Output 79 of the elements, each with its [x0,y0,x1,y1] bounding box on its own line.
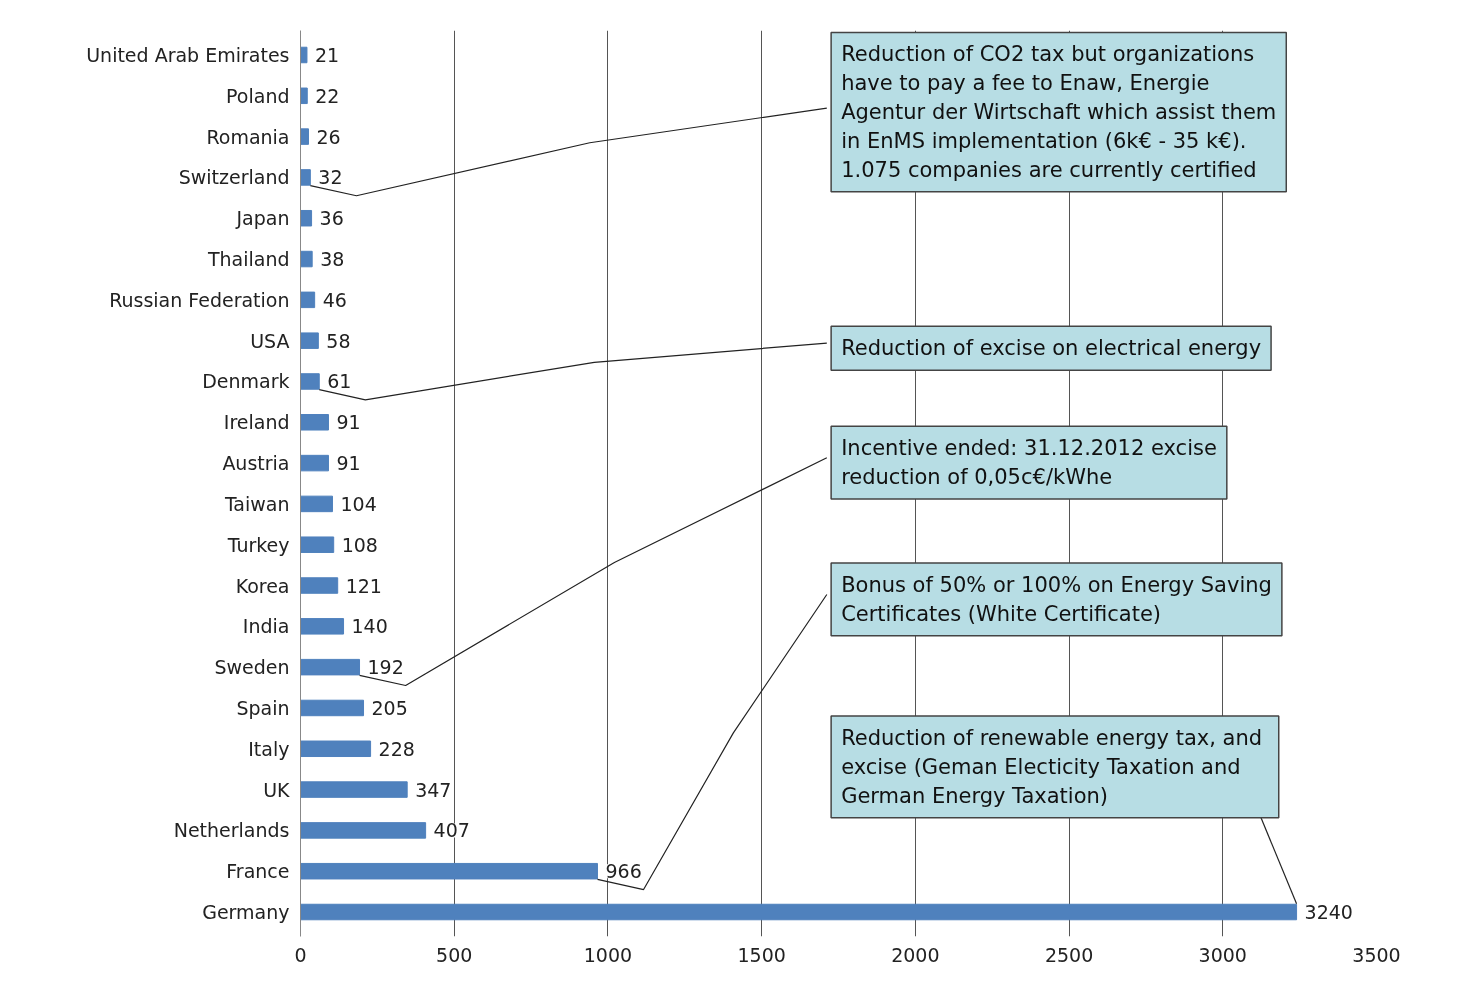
bar [300,209,313,227]
data-label: 228 [378,737,415,760]
bar [300,577,339,594]
data-label: 347 [415,778,452,801]
x-tick-label: 0 [294,943,307,966]
bar [300,414,329,431]
y-tick-label: India [242,615,290,638]
y-tick-label: Sweden [214,656,290,679]
data-label: 966 [605,860,642,883]
y-tick-label: Romania [206,125,290,148]
bar [300,536,335,553]
y-tick-label: Japan [235,207,290,230]
data-label: 121 [345,574,382,597]
annotation: Reduction of renewable energy tax, and excise (Geman Electicity Taxation and German Energy Taxation) [841,726,1263,808]
y-tick-label: Netherlands [173,819,290,842]
data-label: 104 [340,492,377,515]
bar [300,332,319,349]
data-label: 46 [322,288,347,311]
annotation: Bonus of 50% or 100% on Energy Saving Certificates (White Certificate) [841,573,1272,626]
data-label: 91 [336,411,361,434]
bar [300,699,365,717]
y-tick-label: Austria [222,452,290,475]
x-tick-label: 3500 [1352,943,1401,966]
x-tick-label: 1500 [737,943,786,966]
data-label: 21 [314,43,340,66]
data-label: 58 [326,329,351,352]
y-tick-label: Spain [236,696,290,719]
bar [300,46,308,64]
y-tick-label: Switzerland [178,166,290,189]
y-tick-label: Russian Federation [109,288,290,311]
bar [300,495,333,513]
bar [300,618,345,635]
y-tick-label: Poland [226,84,290,107]
bar [300,903,1298,921]
y-tick-label: Italy [248,737,290,760]
annotation: Reduction of excise on electrical energy [841,336,1262,361]
y-tick-label: Turkey [226,533,290,556]
bar [300,373,320,390]
data-label: 407 [433,819,470,842]
y-tick-label: France [226,860,290,883]
bar [300,250,313,268]
x-tick-label: 2000 [891,943,940,966]
data-label: 61 [327,370,352,393]
data-label: 205 [371,696,408,719]
y-tick-label: Germany [202,901,290,924]
data-label: 32 [318,166,343,189]
x-tick-label: 1000 [583,943,633,966]
x-tick-label: 3000 [1198,943,1247,966]
data-label: 38 [320,248,345,271]
y-tick-label: Taiwan [223,492,290,515]
bar [300,128,309,145]
annotation: Reduction of CO2 tax but organizations have to pay a fee to Enaw, Energie Agentur der Wirtschaft which assist them in EnMS implementation (6k€ - 35 k€). 1.075 companies are currently certified [841,42,1277,182]
annotation: Incentive ended: 31.12.2012 excise reduction of 0,05c€/kWhe [841,436,1217,490]
y-tick-label: Ireland [223,411,290,434]
data-label: 91 [336,452,361,475]
bar [300,822,427,839]
x-tick-label: 500 [436,943,473,966]
x-tick-label: 2500 [1044,943,1094,966]
bar [300,658,361,676]
y-tick-label: Korea [235,574,290,597]
data-label: 108 [341,533,378,556]
y-tick-label: Denmark [202,370,290,393]
y-tick-label: UK [263,778,291,801]
bar [300,740,372,758]
bar [300,862,598,880]
data-label: 22 [315,84,340,107]
data-label: 36 [319,207,344,230]
bar [300,87,308,105]
bar [300,169,311,186]
data-label: 3240 [1304,901,1353,924]
data-label: 140 [351,615,388,638]
y-tick-label: Thailand [206,248,290,271]
bar [300,291,316,309]
data-label: 192 [367,656,404,679]
data-label: 26 [316,125,341,148]
bar [300,454,329,472]
bar [300,781,408,798]
y-tick-label: USA [250,329,290,352]
y-tick-label: United Arab Emirates [86,43,290,66]
